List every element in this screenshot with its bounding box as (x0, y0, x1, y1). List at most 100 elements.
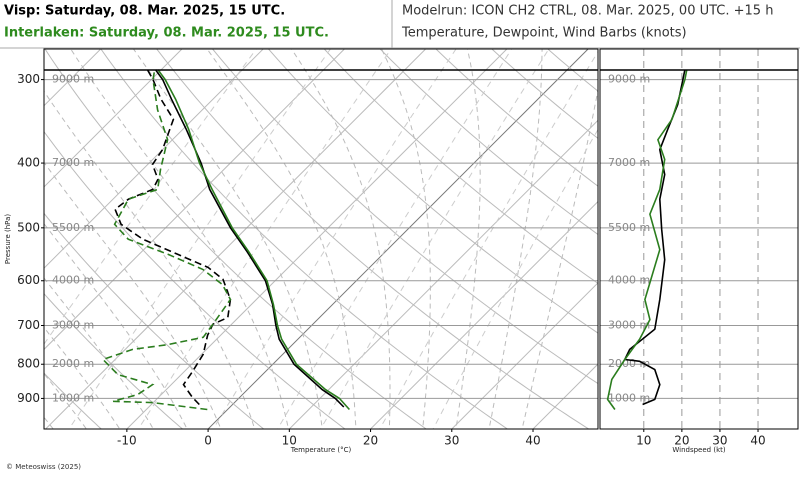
isotherm (451, 282, 598, 429)
altitude-label: 3000 m (52, 318, 94, 331)
x-tick-label: -10 (117, 434, 137, 448)
y-tick-label: 800 (17, 357, 40, 371)
windspeed-line (606, 69, 688, 410)
moist-adiabat (44, 90, 256, 429)
copyright: © Meteoswiss (2025) (6, 463, 81, 471)
dry-adiabat (44, 292, 184, 429)
altitude-label: 7000 m (52, 156, 94, 169)
mixing-ratio-line (68, 49, 332, 429)
altitude-label: 5500 m (52, 221, 94, 234)
y-tick-label: 400 (17, 156, 40, 170)
dry-adiabat (44, 372, 103, 429)
x-tick-label: 10 (636, 434, 651, 448)
model-run: Modelrun: ICON CH2 CTRL, 08. Mar. 2025, … (402, 4, 773, 19)
dry-adiabat (379, 49, 598, 236)
dry-adiabat (211, 49, 598, 385)
altitude-label: 4000 m (608, 274, 650, 287)
moist-adiabat (290, 49, 391, 429)
dry-adiabat (632, 27, 800, 444)
moist-adiabat (488, 49, 543, 429)
dry-adiabat (44, 130, 346, 429)
axes: 300 400 500 600 700 800 900 -10 0 10 20 30 40 Tempera… (4, 48, 799, 454)
moist-adiabat (44, 326, 121, 429)
dry-adiabat (156, 49, 590, 429)
plot-frame (43, 48, 599, 430)
x-tick-label: 0 (204, 434, 212, 448)
dry-adiabat (741, 27, 800, 444)
x-tick-label: 40 (525, 434, 540, 448)
x-tick-label: 10 (282, 434, 297, 448)
isotherm (532, 363, 598, 429)
dry-adiabat (267, 49, 598, 334)
dry-adiabat (687, 27, 800, 444)
dewpoint-line (101, 69, 232, 411)
dry-adiabat (100, 49, 509, 429)
mixing-ratio-line (44, 49, 257, 345)
altitude-label: 5500 m (608, 221, 650, 234)
altitude-label: 3000 m (608, 318, 650, 331)
plot-frame (599, 48, 799, 430)
isotherm (44, 49, 183, 188)
skewt-plot: 9000 m 7000 m 5500 m 4000 m 3000 m 2000 m 1000… (44, 27, 800, 444)
dry-adiabat (323, 49, 598, 284)
dewpoint-line (114, 69, 232, 406)
wind-plot: 9000 m 7000 m 5500 m 4000 m 3000 m 2000 m 1000… (600, 49, 798, 429)
moist-adiabat (44, 372, 88, 429)
dry-adiabat (491, 49, 598, 140)
altitude-label: 4000 m (52, 274, 94, 287)
moist-adiabat (206, 49, 357, 429)
y-tick-label: 900 (17, 391, 40, 405)
x-tick-label: 20 (674, 434, 689, 448)
x-axis-title: Windspeed (kt) (672, 446, 725, 454)
location-title: Visp: Saturday, 08. Mar. 2025, 15 UTC. (4, 4, 285, 19)
moist-adiabat (381, 49, 431, 429)
temperature-line (157, 69, 350, 411)
x-tick-label: 30 (712, 434, 727, 448)
y-tick-label: 700 (17, 318, 40, 332)
x-tick-label: 40 (750, 434, 765, 448)
moist-adiabat (70, 49, 290, 429)
isotherm (45, 49, 426, 429)
y-tick-label: 300 (17, 72, 40, 86)
moist-adiabat (44, 222, 188, 429)
y-tick-label: 600 (17, 273, 40, 287)
moist-adiabat (455, 49, 481, 429)
y-tick-label: 500 (17, 220, 40, 234)
isotherm (288, 119, 598, 429)
moist-adiabat (44, 277, 154, 429)
moist-adiabat (44, 161, 222, 429)
moist-adiabat (132, 49, 323, 429)
isotherm (44, 49, 102, 107)
isotherm (126, 49, 508, 429)
location-title: Interlaken: Saturday, 08. Mar. 2025, 15 … (4, 26, 329, 41)
altitude-label: 9000 m (608, 73, 650, 86)
altitude-label: 1000 m (608, 391, 650, 404)
altitude-label: 7000 m (608, 156, 650, 169)
mixing-ratio-line (276, 49, 513, 429)
description: Temperature, Dewpoint, Wind Barbs (knots… (401, 26, 687, 41)
windspeed-line (623, 69, 686, 406)
altitude-label: 2000 m (52, 357, 94, 370)
y-axis-title: Pressure (hPa) (4, 214, 12, 264)
x-axis-title: Temperature (°C) (290, 446, 352, 454)
mixing-ratio-line (320, 49, 550, 429)
altitude-label: 2000 m (608, 357, 650, 370)
altitude-label: 9000 m (52, 73, 94, 86)
isotherm (207, 49, 589, 429)
x-tick-label: 30 (444, 434, 459, 448)
altitude-label: 1000 m (52, 391, 94, 404)
dry-adiabat (44, 212, 265, 429)
isotherm (44, 49, 345, 351)
dry-adiabat (44, 49, 428, 429)
dry-adiabat (435, 49, 598, 187)
temperature-line (154, 69, 345, 408)
isotherm (370, 200, 598, 429)
isotherm (695, 49, 800, 429)
x-tick-label: 20 (363, 434, 378, 448)
isotherm (44, 49, 264, 269)
mixing-ratio-line (432, 128, 598, 429)
isotherm (614, 49, 800, 429)
mixing-ratio-line (137, 49, 392, 429)
mixing-ratio-line (212, 49, 457, 429)
